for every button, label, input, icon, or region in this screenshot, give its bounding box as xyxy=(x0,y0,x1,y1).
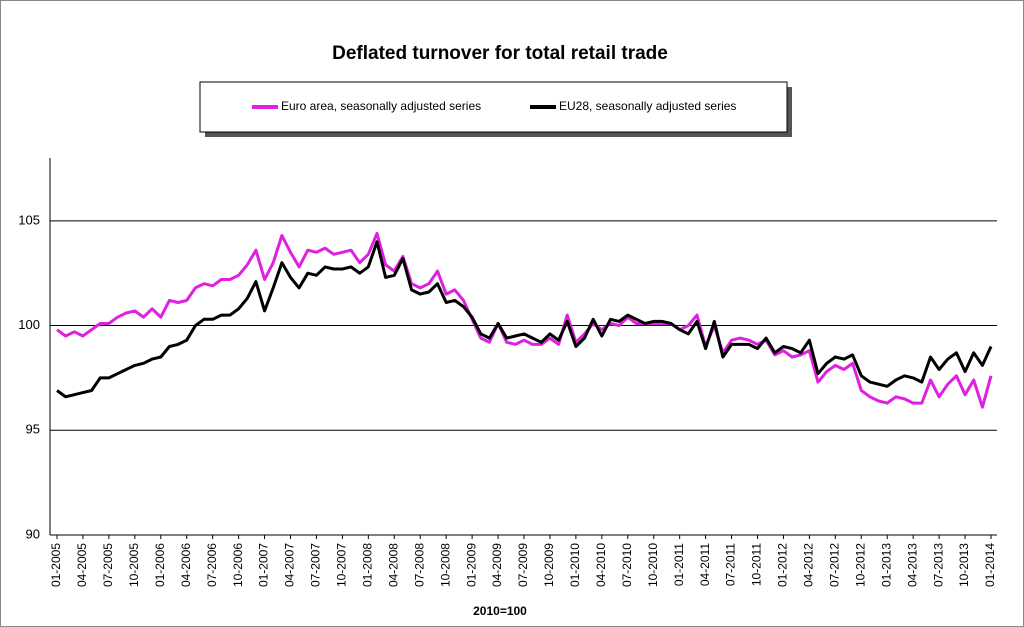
x-tick-label: 07-2013 xyxy=(931,543,945,587)
x-tick-label: 10-2011 xyxy=(750,543,764,586)
x-tick-label: 10-2009 xyxy=(542,543,556,587)
legend-label: Euro area, seasonally adjusted series xyxy=(281,99,481,113)
x-tick-label: 10-2012 xyxy=(853,543,867,587)
x-tick-label: 01-2014 xyxy=(983,543,997,587)
x-tick-label: 01-2011 xyxy=(672,543,686,586)
x-tick-label: 04-2005 xyxy=(75,543,89,587)
legend xyxy=(199,81,788,133)
x-tick-label: 10-2010 xyxy=(646,543,660,587)
x-tick-label: 07-2008 xyxy=(412,543,426,587)
x-tick-label: 10-2005 xyxy=(127,543,141,587)
x-tick-label: 07-2007 xyxy=(309,543,323,587)
legend-label: EU28, seasonally adjusted series xyxy=(559,99,736,113)
x-tick-label: 01-2009 xyxy=(464,543,478,587)
x-tick-label: 04-2007 xyxy=(283,543,297,587)
x-tick-label: 04-2012 xyxy=(802,543,816,587)
y-tick-label: 105 xyxy=(18,212,40,227)
x-tick-label: 01-2005 xyxy=(49,543,63,587)
x-tick-label: 04-2011 xyxy=(698,543,712,586)
x-tick-label: 07-2005 xyxy=(101,543,115,587)
y-tick-label: 95 xyxy=(26,422,40,437)
x-tick-label: 07-2010 xyxy=(620,543,634,587)
x-tick-label: 01-2007 xyxy=(257,543,271,587)
x-tick-label: 01-2010 xyxy=(568,543,582,587)
x-tick-label: 10-2013 xyxy=(957,543,971,587)
x-tick-label: 04-2006 xyxy=(179,543,193,587)
x-tick-label: 04-2010 xyxy=(594,543,608,587)
y-tick-label: 90 xyxy=(26,526,40,541)
x-tick-label: 01-2006 xyxy=(153,543,167,587)
y-tick-label: 100 xyxy=(18,317,40,332)
x-tick-label: 10-2007 xyxy=(335,543,349,587)
chart-title: Deflated turnover for total retail trade xyxy=(332,43,668,64)
x-tick-label: 01-2008 xyxy=(361,543,375,587)
x-tick-label: 07-2006 xyxy=(205,543,219,587)
x-tick-label: 07-2011 xyxy=(724,543,738,586)
x-tick-label: 04-2008 xyxy=(386,543,400,587)
series-line xyxy=(56,240,993,399)
x-tick-label: 04-2009 xyxy=(490,543,504,587)
x-axis-label: 2010=100 xyxy=(473,604,527,618)
x-tick-label: 07-2012 xyxy=(828,543,842,587)
x-tick-label: 10-2006 xyxy=(231,543,245,587)
x-tick-label: 01-2013 xyxy=(879,543,893,587)
x-tick-label: 07-2009 xyxy=(516,543,530,587)
x-tick-label: 01-2012 xyxy=(776,543,790,587)
x-tick-label: 04-2013 xyxy=(905,543,919,587)
x-tick-label: 10-2008 xyxy=(438,543,452,587)
series-line xyxy=(56,231,993,409)
